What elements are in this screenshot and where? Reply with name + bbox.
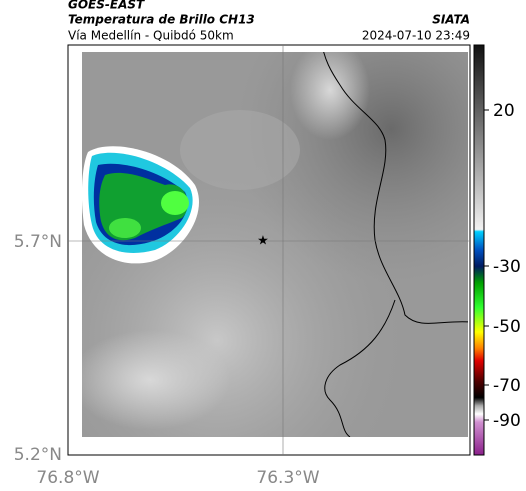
subtitle: Temperatura de Brillo CH13 <box>68 13 255 27</box>
lon-label: 76.3°W <box>256 468 319 488</box>
route: Vía Medellín - Quibdó 50km <box>68 29 234 43</box>
lat-label: 5.2°N <box>14 445 62 465</box>
colorbar-label: -30 <box>493 257 521 277</box>
source: SIATA <box>432 13 470 27</box>
city-marker: ★ <box>257 234 269 249</box>
colorbar <box>473 44 485 456</box>
colorbar-label: -50 <box>493 317 521 337</box>
lat-label: 5.7°N <box>14 232 62 252</box>
colorbar-label: -90 <box>493 411 521 431</box>
lon-label: 76.8°W <box>36 468 99 488</box>
timestamp: 2024-07-10 23:49 <box>362 29 470 43</box>
title: GOES-EAST <box>68 0 145 12</box>
colorbar-label: -70 <box>493 376 521 396</box>
satellite-image <box>82 52 468 437</box>
colorbar-label: 20 <box>493 101 515 121</box>
